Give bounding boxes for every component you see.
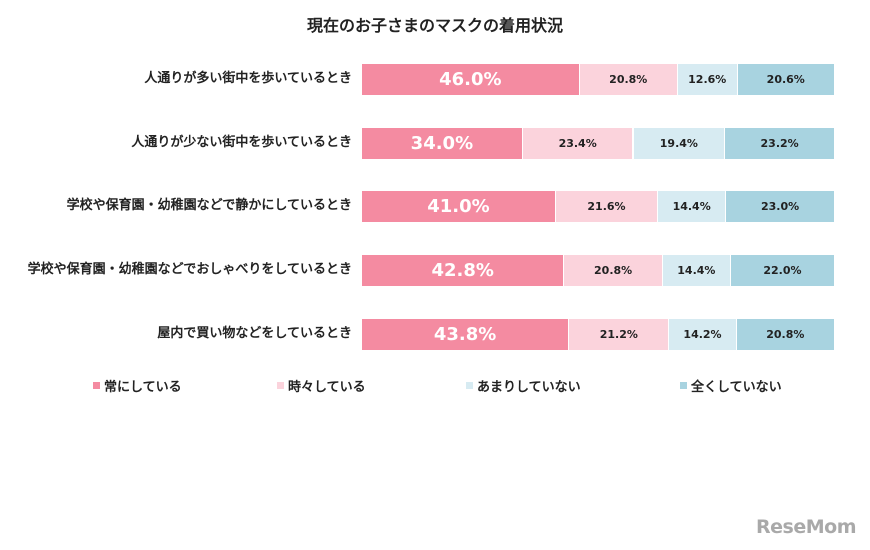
data-label: 23.4% <box>558 137 597 150</box>
legend-swatch <box>466 381 473 389</box>
data-label: 21.2% <box>599 328 638 341</box>
bar-segment-never: 20.6% <box>737 64 835 95</box>
legend-item: 常にしている <box>93 376 182 395</box>
legend-item: 全くしていない <box>680 376 782 395</box>
bar-segment-always: 46.0% <box>362 64 580 95</box>
category-label: 人通りが少ない街中を歩いているとき <box>131 135 352 150</box>
data-label: 14.2% <box>683 328 722 341</box>
bar-segment-rarely: 14.4% <box>658 191 727 222</box>
legend-label: 時々している <box>288 379 366 395</box>
bar-segment-sometimes: 20.8% <box>564 255 663 286</box>
data-label: 20.8% <box>766 328 805 341</box>
legend-label: 全くしていない <box>691 379 782 395</box>
bar-segment-always: 41.0% <box>362 191 556 222</box>
data-label: 12.6% <box>688 73 727 86</box>
data-label: 21.6% <box>587 200 626 213</box>
data-label: 43.8% <box>433 324 497 345</box>
bar-segment-sometimes: 23.4% <box>522 128 634 159</box>
legend-item: 時々している <box>277 376 366 395</box>
category-label: 学校や保育園・幼稚園などでおしゃべりをしているとき <box>27 262 352 277</box>
bar-segment-sometimes: 21.6% <box>555 191 659 222</box>
legend-swatch <box>680 381 687 389</box>
bar-segment-rarely: 14.4% <box>662 255 731 286</box>
bar-segment-never: 22.0% <box>730 255 835 286</box>
bar-segment-sometimes: 20.8% <box>579 64 678 95</box>
legend-swatch <box>93 381 100 389</box>
bar-segment-always: 42.8% <box>362 255 565 286</box>
category-label: 屋内で買い物などをしているとき <box>157 326 352 341</box>
data-label: 20.6% <box>766 73 805 86</box>
resemom-logo: ReseMom <box>756 516 856 538</box>
legend-label: あまりしていない <box>477 379 581 395</box>
data-label: 42.8% <box>431 260 494 281</box>
data-label: 34.0% <box>410 133 474 154</box>
legend-swatch <box>277 381 284 389</box>
category-label: 学校や保育園・幼稚園などで静かにしているとき <box>66 198 352 213</box>
data-label: 22.0% <box>763 264 802 277</box>
data-label: 20.8% <box>609 73 648 86</box>
category-label: 人通りが多い街中を歩いているとき <box>144 71 352 86</box>
data-label: 14.4% <box>672 200 711 213</box>
bar-segment-never: 23.2% <box>725 128 835 159</box>
bar-segment-sometimes: 21.2% <box>569 319 670 350</box>
bar-segment-rarely: 19.4% <box>633 128 726 159</box>
legend-item: あまりしていない <box>466 376 581 395</box>
bar-segment-rarely: 14.2% <box>669 319 737 350</box>
legend-label: 常にしている <box>104 379 182 395</box>
bar-segment-always: 34.0% <box>362 128 523 159</box>
data-label: 46.0% <box>439 69 502 90</box>
chart-title: 現在のお子さまのマスクの着用状況 <box>306 16 563 35</box>
data-label: 41.0% <box>427 196 490 217</box>
data-label: 19.4% <box>659 137 698 150</box>
data-label: 20.8% <box>594 264 633 277</box>
bar-segment-always: 43.8% <box>362 319 570 350</box>
bar-segment-never: 23.0% <box>726 191 835 222</box>
bar-segment-rarely: 12.6% <box>677 64 738 95</box>
data-label: 23.0% <box>761 200 800 213</box>
bar-segment-never: 20.8% <box>736 319 835 350</box>
data-label: 23.2% <box>760 137 799 150</box>
data-label: 14.4% <box>677 264 716 277</box>
